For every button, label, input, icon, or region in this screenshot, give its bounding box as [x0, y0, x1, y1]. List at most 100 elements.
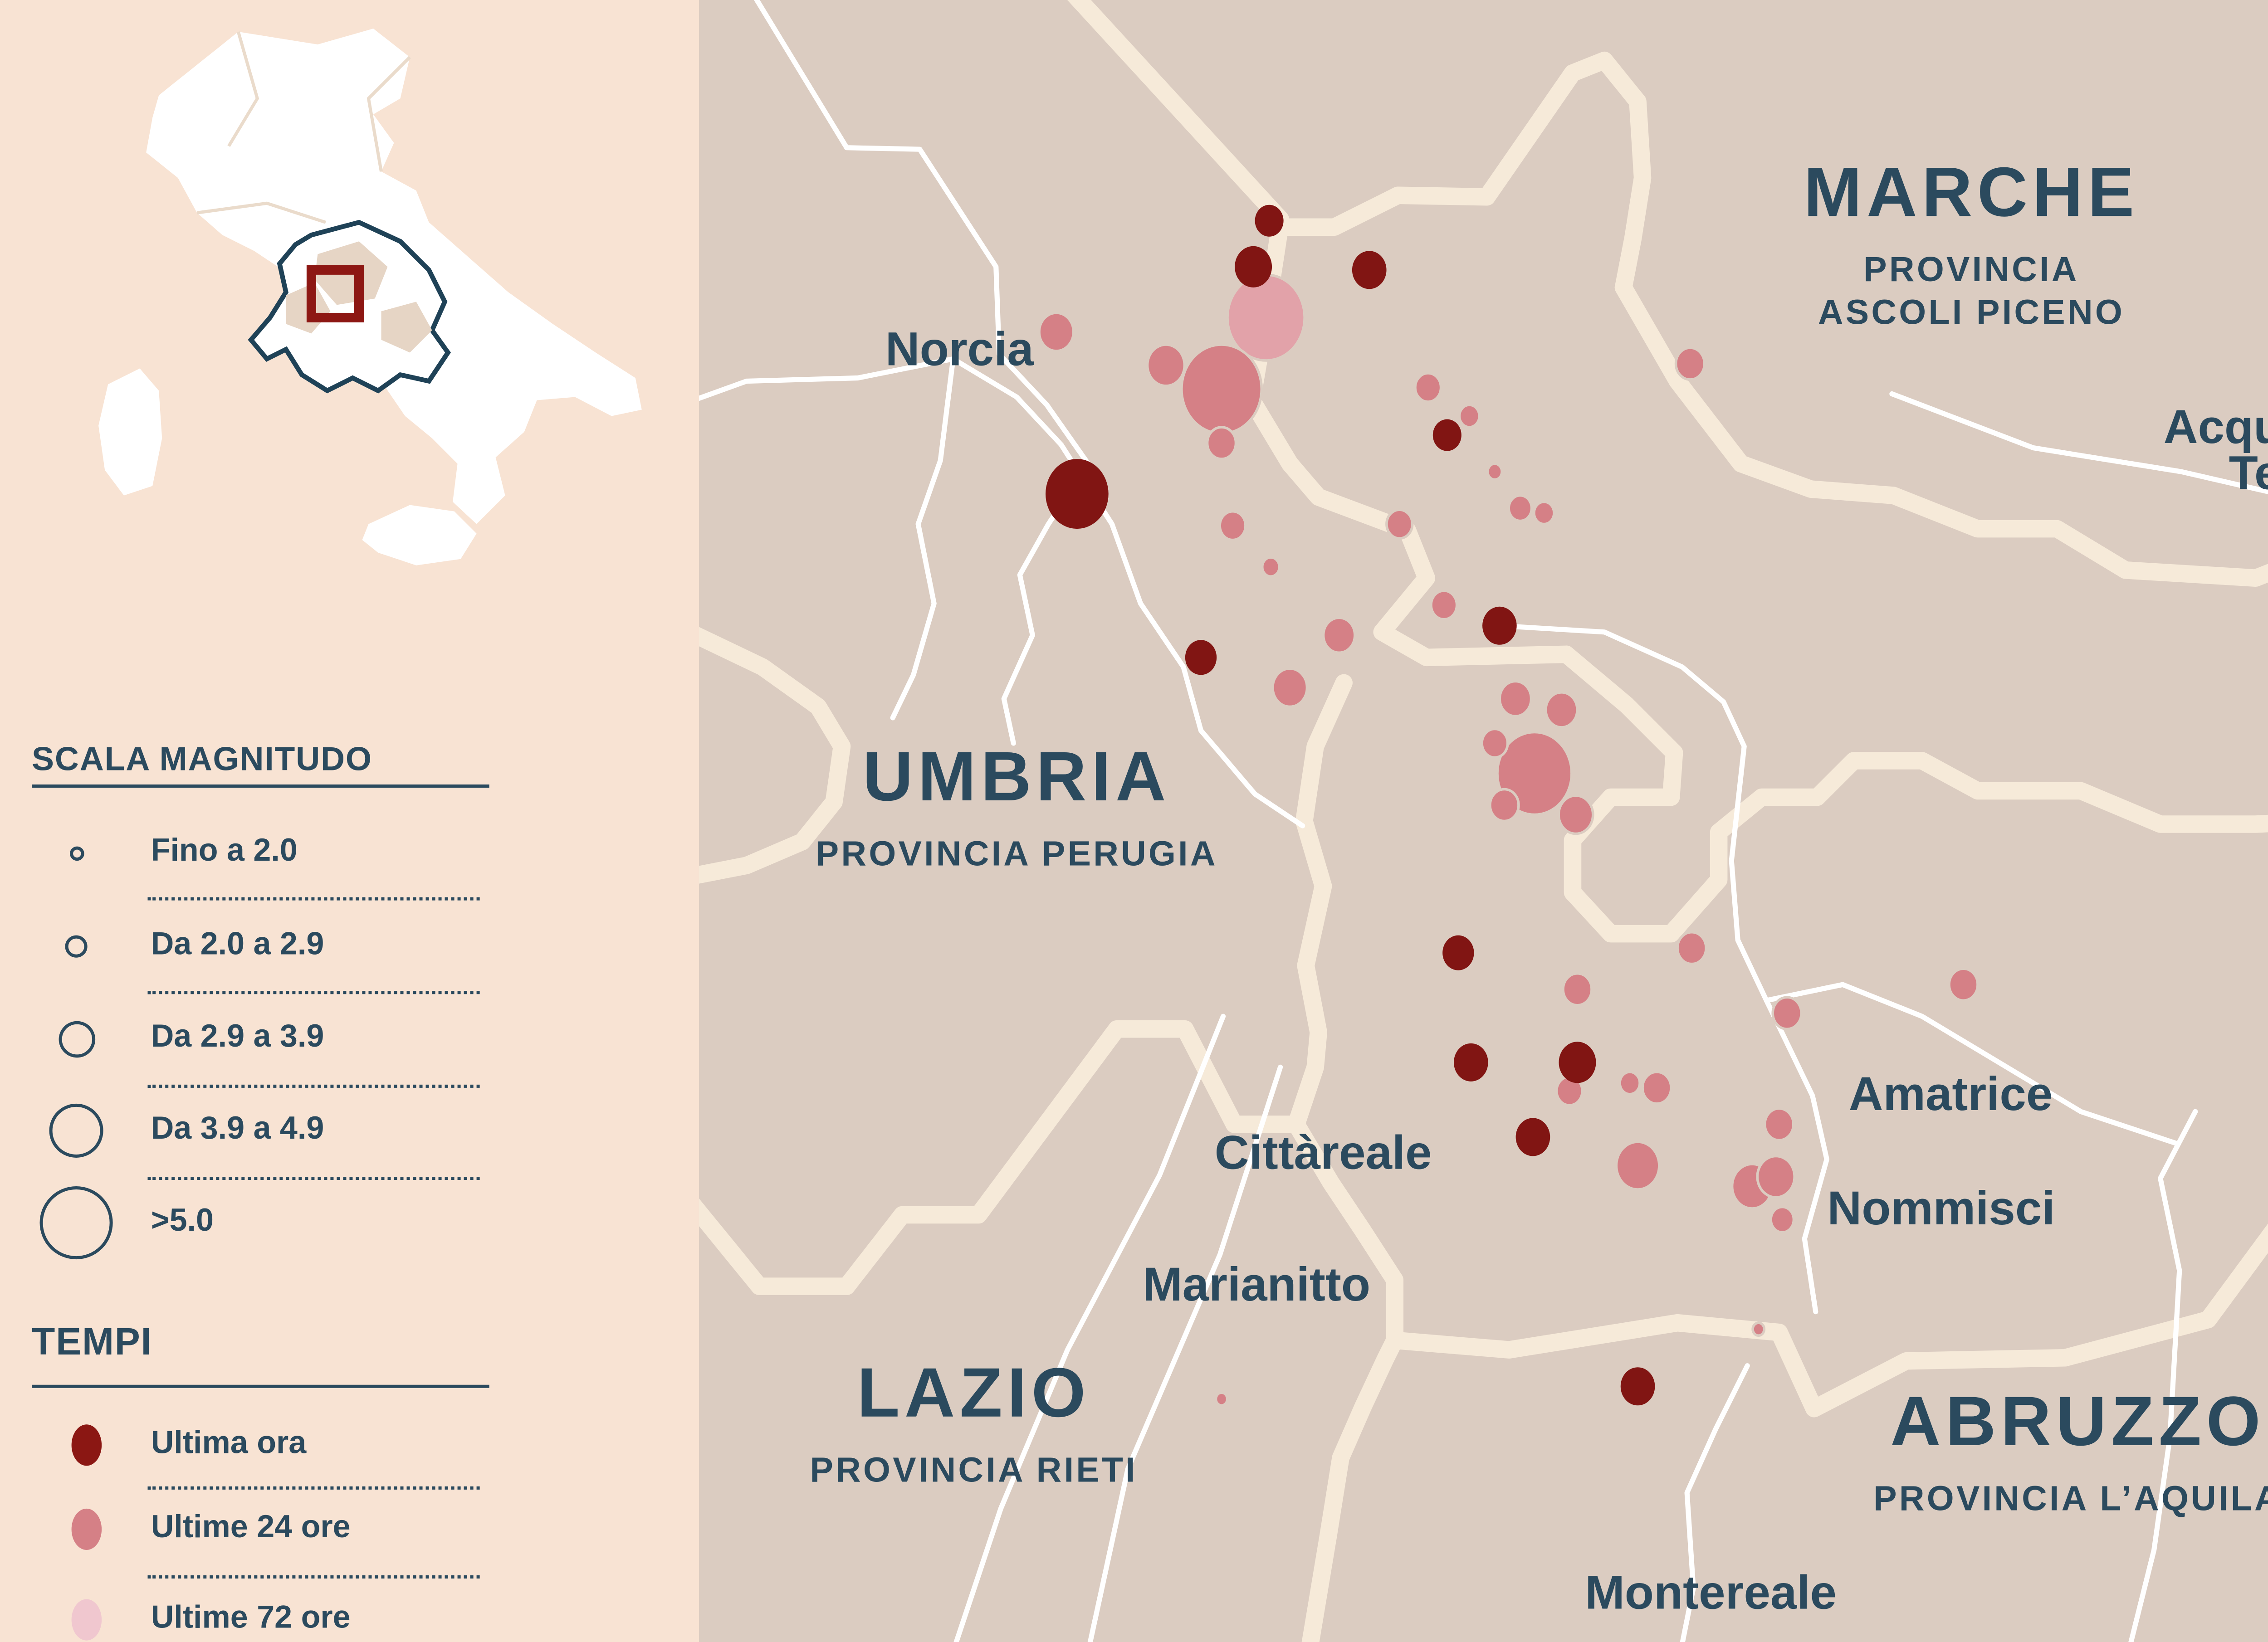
- quake-dot-24h: [1146, 343, 1186, 387]
- quake-dot-24h: [1756, 1155, 1796, 1199]
- quake-dot-1h: [1620, 1367, 1655, 1406]
- quake-dot-1h: [1185, 640, 1217, 675]
- quake-dot-24h: [1271, 667, 1309, 708]
- town-label-marianitto: Marianitto: [1018, 1262, 1495, 1309]
- quake-dot-1h: [1454, 1043, 1488, 1082]
- region-label-umbria: UMBRIA PROVINCIA PERUGIA: [723, 738, 1310, 875]
- quake-dot-24h: [1562, 972, 1593, 1007]
- town-name: Amatrice: [1848, 1068, 2053, 1121]
- magnitude-circle-s3: [58, 1020, 95, 1057]
- quake-dot-1h: [1482, 606, 1517, 645]
- sardinia: [98, 368, 162, 496]
- separator: [147, 1486, 480, 1490]
- central-regions-outline: [248, 219, 451, 394]
- quake-dot-24h: [1557, 794, 1594, 835]
- town-name: Marianitto: [1143, 1259, 1371, 1312]
- region-name: MARCHE: [1804, 154, 2139, 232]
- region-label-lazio: LAZIO PROVINCIA RIETI: [680, 1359, 1268, 1491]
- town-label-cittareale: Cittàreale: [1085, 1127, 1562, 1180]
- quake-dot-24h: [1544, 691, 1579, 729]
- quake-dot-1h: [1442, 935, 1474, 970]
- time-legend-title: TEMPI: [32, 1321, 152, 1364]
- region-label-abruzzo: ABRUZZO PROVINCIA L’AQUILA: [1784, 1383, 2268, 1520]
- quake-dot-24h: [1458, 404, 1481, 429]
- last-24h-dot: [71, 1508, 102, 1550]
- time-label-1: Ultima ora: [151, 1426, 307, 1461]
- minimap-internal-borders: [196, 31, 430, 316]
- quake-dot-1h: [1046, 459, 1109, 529]
- town-label-montereale: Montereale: [1472, 1567, 1949, 1620]
- quake-dot-1h: [1255, 205, 1284, 237]
- sicily: [362, 505, 477, 565]
- quake-dot-24h: [1674, 346, 1706, 381]
- quake-dot-24h: [1218, 510, 1247, 541]
- magnitude-label-2: Da 2.0 a 2.9: [151, 927, 324, 963]
- separator: [147, 1084, 480, 1088]
- map-background: [699, 0, 2268, 1642]
- time-label-2: Ultime 24 ore: [151, 1510, 351, 1545]
- sidebar: SCALA MAGNITUDO Fino a 2.0 Da 2.0 a 2.9 …: [0, 0, 699, 1642]
- quake-dot-24h: [1214, 1391, 1229, 1407]
- quake-dot-24h: [1261, 556, 1281, 578]
- quake-dot-24h: [1763, 1107, 1795, 1142]
- region-name: ABRUZZO: [1890, 1383, 2266, 1461]
- quake-dot-24h: [1771, 996, 1803, 1031]
- municipal-borders-white: [699, 0, 2268, 1642]
- town-name: Montereale: [1585, 1567, 1837, 1620]
- town-name: Norcia: [885, 324, 1034, 376]
- town-label-acquasanta-terme: Acquasanta Terme: [2060, 404, 2268, 501]
- magnitude-circle-s2: [65, 935, 88, 958]
- region-province-line: PROVINCIA L’AQUILA: [1873, 1478, 2268, 1518]
- town-name: Nommisci: [1827, 1183, 2055, 1236]
- region-province-line: PROVINCIA PERUGIA: [815, 833, 1218, 874]
- quake-dot-24h: [1769, 1205, 1795, 1234]
- quake-dot-24h: [1533, 500, 1555, 526]
- quake-dot-24h: [1206, 426, 1237, 460]
- magnitude-legend-rule: [32, 784, 489, 788]
- quake-dot-24h: [1486, 462, 1503, 481]
- quake-dot-24h: [1481, 727, 1509, 759]
- quake-dot-24h: [1615, 1140, 1661, 1191]
- town-name: Cittàreale: [1214, 1127, 1432, 1180]
- italy-minimap: [0, 0, 699, 699]
- quake-dot-1h: [1235, 246, 1272, 287]
- region-label-marche: MARCHE PROVINCIA ASCOLI PICENO: [1677, 154, 2265, 333]
- quake-dot-24h: [1489, 788, 1520, 823]
- quake-dot-24h: [1618, 1071, 1641, 1096]
- town-name-line2: Terme: [2229, 448, 2268, 501]
- quake-layer: [1038, 205, 1979, 1407]
- last-72h-dot: [71, 1599, 102, 1641]
- quake-dot-24h: [1676, 931, 1707, 965]
- time-legend-rule: [32, 1384, 489, 1388]
- quake-dot-1h: [1432, 419, 1461, 451]
- quake-dot-24h: [1498, 680, 1533, 718]
- region-province-line: ASCOLI PICENO: [1818, 292, 2125, 332]
- quake-dot-24h: [1038, 312, 1075, 352]
- region-name: UMBRIA: [862, 738, 1171, 817]
- quake-dot-24h: [1507, 494, 1533, 522]
- region-province-line: PROVINCIA RIETI: [810, 1450, 1138, 1490]
- last-hour-dot: [71, 1424, 102, 1466]
- quake-dot-24h: [1430, 589, 1458, 621]
- quake-dot-24h: [1322, 616, 1356, 654]
- quake-dot-24h: [1641, 1071, 1672, 1105]
- magnitude-label-1: Fino a 2.0: [151, 833, 298, 869]
- magnitude-circle-s4: [49, 1103, 103, 1158]
- magnitude-label-3: Da 2.9 a 3.9: [151, 1019, 324, 1055]
- separator: [147, 1575, 480, 1579]
- shaded-province-2: [381, 302, 432, 353]
- magnitude-label-4: Da 3.9 a 4.9: [151, 1111, 324, 1147]
- separator: [147, 897, 480, 901]
- town-label-norcia: Norcia: [721, 324, 1198, 376]
- magnitude-circle-s5: [39, 1186, 113, 1260]
- separator: [147, 1176, 480, 1180]
- town-label-amatrice: Amatrice: [1712, 1068, 2189, 1121]
- quake-dot-24h: [1414, 372, 1442, 403]
- magnitude-legend-title: SCALA MAGNITUDO: [32, 741, 372, 778]
- map-svg: [699, 0, 2268, 1642]
- quake-dot-24h: [1385, 508, 1414, 540]
- quake-dot-1h: [1515, 1118, 1550, 1156]
- quake-dot-24h: [1948, 967, 1979, 1002]
- magnitude-circle-s1: [69, 845, 83, 860]
- region-province-line: PROVINCIA: [1863, 249, 2079, 289]
